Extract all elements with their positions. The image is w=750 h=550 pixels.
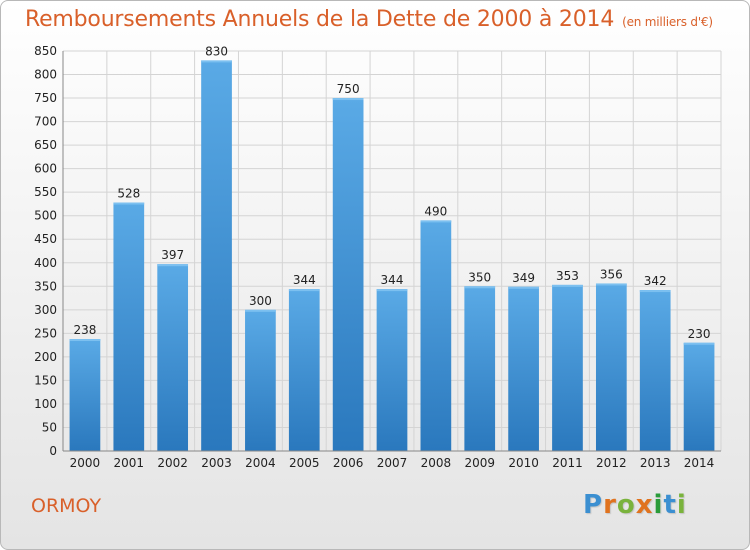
bar-top-edge [508, 286, 539, 289]
y-tick-label: 0 [49, 444, 57, 458]
bars [69, 60, 715, 451]
y-tick-label: 150 [34, 373, 57, 387]
y-tick-label: 450 [34, 232, 57, 246]
x-tick-label: 2002 [157, 456, 188, 470]
x-tick-label: 2003 [201, 456, 232, 470]
x-tick-label: 2008 [421, 456, 452, 470]
bar-2009[interactable] [464, 286, 496, 451]
data-label-2002: 397 [161, 248, 184, 262]
data-label-2012: 356 [600, 267, 623, 281]
bar-2013[interactable] [639, 290, 671, 451]
y-tick-label: 800 [34, 68, 57, 82]
x-tick-label: 2011 [552, 456, 583, 470]
bar-top-edge [245, 309, 276, 312]
proxiti-logo[interactable]: Proxiti [583, 490, 687, 520]
bar-top-edge [288, 289, 320, 292]
bar-top-edge [201, 60, 232, 63]
data-label-2001: 528 [117, 187, 140, 201]
data-label-2006: 750 [337, 82, 360, 96]
bar-2006[interactable] [332, 98, 364, 451]
bar-top-edge [552, 284, 583, 287]
logo-letter: r [603, 490, 617, 520]
y-tick-label: 700 [34, 115, 57, 129]
bar-2012[interactable] [595, 283, 627, 451]
bar-2003[interactable] [201, 60, 232, 451]
data-label-2014: 230 [688, 327, 711, 341]
axes: 0 50 100 150 200 250 300 350 400 450 500 550 600 650 7… [34, 44, 721, 470]
data-label-2003: 830 [205, 44, 228, 58]
logo-letter: i [653, 490, 664, 520]
bar-2002[interactable] [157, 264, 189, 451]
x-tick-label: 2012 [596, 456, 627, 470]
x-tick-label: 2014 [684, 456, 715, 470]
chart-title-text: Remboursements Annuels de la Dette de 20… [25, 7, 615, 32]
y-tick-label: 600 [34, 162, 57, 176]
x-tick-label: 2013 [640, 456, 671, 470]
x-tick-label: 2000 [70, 456, 101, 470]
x-tick-label: 2010 [508, 456, 539, 470]
chart-unit-label: (en milliers d'€) [622, 15, 713, 29]
bar-top-edge [157, 264, 189, 267]
bar-2007[interactable] [376, 289, 408, 451]
data-label-2008: 490 [424, 204, 447, 218]
data-label-2004: 300 [249, 294, 272, 308]
bar-top-edge [113, 202, 145, 205]
bar-top-edge [376, 289, 408, 292]
y-tick-label: 550 [34, 185, 57, 199]
bar-2005[interactable] [288, 289, 320, 451]
bar-2004[interactable] [245, 309, 276, 451]
y-tick-label: 850 [34, 44, 57, 58]
data-label-2011: 353 [556, 269, 579, 283]
x-tick-label: 2005 [289, 456, 320, 470]
y-tick-label: 350 [34, 279, 57, 293]
bar-2008[interactable] [420, 220, 452, 451]
logo-letter: i [676, 490, 687, 520]
data-label-2005: 344 [293, 273, 316, 287]
bar-top-edge [332, 98, 364, 101]
bar-top-edge [464, 286, 496, 289]
logo-letter: t [663, 490, 677, 520]
chart-title: Remboursements Annuels de la Dette de 20… [25, 7, 713, 32]
bar-top-edge [69, 339, 101, 341]
bar-top-edge [639, 290, 671, 293]
logo-letter: o [616, 490, 636, 520]
y-tick-label: 300 [34, 303, 57, 317]
y-tick-label: 500 [34, 209, 57, 223]
data-label-2007: 344 [381, 273, 404, 287]
bar-2001[interactable] [113, 202, 145, 451]
y-tick-label: 250 [34, 326, 57, 340]
logo-letter: x [635, 490, 654, 520]
x-tick-label: 2006 [333, 456, 364, 470]
bar-2000[interactable] [69, 339, 101, 451]
x-tick-label: 2007 [377, 456, 408, 470]
y-tick-label: 750 [34, 91, 57, 105]
x-tick-label: 2004 [245, 456, 276, 470]
bar-top-edge [595, 283, 627, 286]
bar-2010[interactable] [508, 286, 539, 451]
bar-2011[interactable] [552, 284, 583, 451]
data-labels: 238 528 397 830 300 344 750 344 490 350 349 353 356 3… [73, 44, 710, 340]
y-tick-label: 650 [34, 138, 57, 152]
town-name: ORMOY [31, 495, 102, 517]
logo-letter: P [583, 490, 604, 520]
bar-2014[interactable] [683, 342, 715, 451]
data-label-2009: 350 [468, 270, 491, 284]
y-tick-label: 50 [42, 420, 57, 434]
data-label-2013: 342 [644, 274, 667, 288]
x-tick-label: 2001 [114, 456, 145, 470]
data-label-2010: 349 [512, 271, 535, 285]
y-tick-label: 100 [34, 397, 57, 411]
bar-top-edge [683, 342, 715, 345]
y-tick-label: 200 [34, 350, 57, 364]
x-tick-label: 2009 [464, 456, 495, 470]
y-tick-label: 400 [34, 256, 57, 270]
bar-top-edge [420, 220, 452, 223]
data-label-2000: 238 [73, 323, 96, 337]
